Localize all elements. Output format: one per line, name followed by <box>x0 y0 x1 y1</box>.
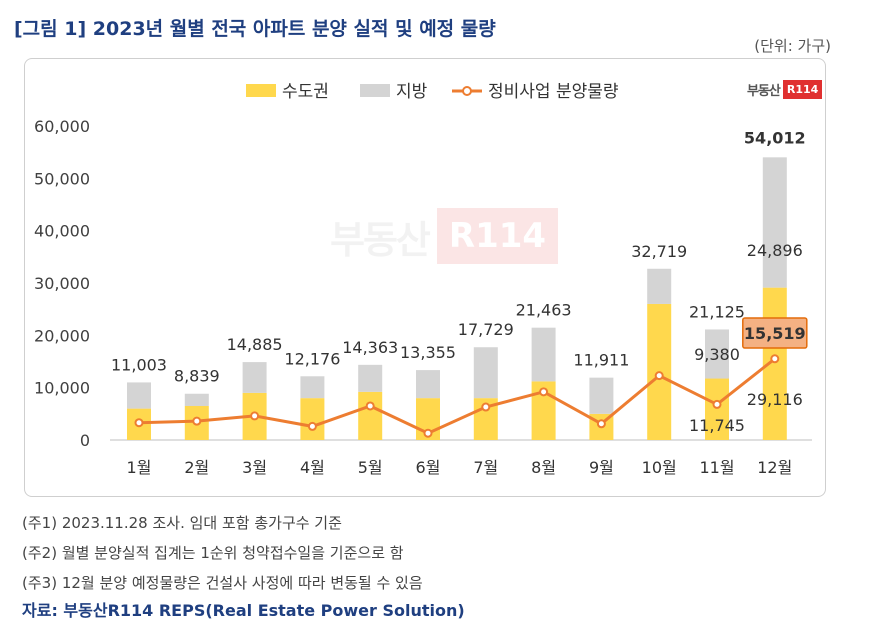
legend-label: 수도권 <box>282 82 329 102</box>
footnote-3: (주3) 12월 분양 예정물량은 건설사 사정에 따라 변동될 수 있음 <box>22 574 423 592</box>
source-note: 자료: 부동산R114 REPS(Real Estate Power Solut… <box>22 601 465 620</box>
bar-total-label: 12,176 <box>284 349 340 368</box>
line-point <box>307 421 317 431</box>
bar-local <box>647 268 672 304</box>
y-tick-label: 10,000 <box>34 379 90 398</box>
bar-total-label: 14,885 <box>227 335 283 354</box>
x-tick-label: 11월 <box>699 458 734 477</box>
bar-capital <box>705 378 729 440</box>
bar-total-label: 54,012 <box>744 128 806 147</box>
bar-total-label: 21,125 <box>689 302 745 321</box>
bar-local <box>531 327 556 382</box>
bar-total-label: 21,463 <box>516 301 572 320</box>
x-tick-label: 5월 <box>358 458 383 477</box>
bar-total-label: 32,719 <box>631 242 687 261</box>
x-tick-label: 2월 <box>184 458 209 477</box>
bar-local <box>358 364 383 392</box>
bar-total-label: 14,363 <box>342 338 398 357</box>
x-tick-label: 1월 <box>127 458 152 477</box>
line-point <box>712 399 722 409</box>
footnote-1: (주1) 2023.11.28 조사. 임대 포함 총가구수 기준 <box>22 514 342 532</box>
bar-capital <box>358 391 383 440</box>
line-point <box>770 354 780 364</box>
bar-total-label: 11,003 <box>111 355 167 374</box>
line-point <box>250 411 260 421</box>
watermark-logo-text: 부동산 <box>330 217 431 262</box>
chart-title: [그림 1] 2023년 월별 전국 아파트 분양 실적 및 예정 물량 <box>14 18 496 40</box>
bar-capital <box>300 398 325 440</box>
highlight-callout-box <box>742 317 808 349</box>
x-tick-label: 9월 <box>589 458 614 477</box>
y-tick-label: 30,000 <box>34 274 90 293</box>
bar-total-label: 17,729 <box>458 320 514 339</box>
x-tick-label: 10월 <box>642 458 677 477</box>
brand-logo-text: 부동산 <box>747 84 781 99</box>
y-tick-label: 20,000 <box>34 326 90 345</box>
y-tick-label: 0 <box>80 431 90 450</box>
segment-label: 11,745 <box>689 416 745 435</box>
segment-label: 29,116 <box>747 390 803 409</box>
y-tick-label: 50,000 <box>34 169 90 188</box>
legend-marker <box>462 86 472 96</box>
y-tick-label: 40,000 <box>34 222 90 241</box>
bar-local <box>473 347 498 399</box>
bar-local <box>300 376 325 399</box>
bar-local <box>589 377 614 414</box>
line-series-path <box>138 357 776 435</box>
watermark-logo-box: R114 <box>436 208 559 264</box>
line-point <box>539 387 549 397</box>
x-tick-label: 4월 <box>300 458 325 477</box>
line-point <box>134 418 144 428</box>
x-tick-label: 7월 <box>473 458 498 477</box>
line-point <box>654 371 664 381</box>
y-tick-label: 60,000 <box>34 117 90 136</box>
footnotes: (주1) 2023.11.28 조사. 임대 포함 총가구수 기준 (주2) 월… <box>22 508 423 598</box>
bar-local <box>242 362 267 393</box>
segment-label: 24,896 <box>747 241 803 260</box>
bar-local <box>127 382 151 409</box>
watermark-logo: 부동산 R114 <box>330 208 559 264</box>
brand-logo: 부동산 R114 <box>747 80 823 99</box>
unit-label: (단위: 가구) <box>754 37 831 55</box>
bar-total-label: 13,355 <box>400 343 456 362</box>
brand-logo-box: R114 <box>782 80 823 99</box>
bar-local <box>705 329 729 379</box>
line-point <box>365 401 375 411</box>
footnote-2: (주2) 월별 분양실적 집계는 1순위 청약접수일을 기준으로 함 <box>22 544 404 562</box>
line-point <box>423 428 433 438</box>
bar-local <box>762 157 787 288</box>
line-point <box>192 416 202 426</box>
line-point <box>481 402 491 412</box>
line-point <box>596 419 606 429</box>
x-tick-label: 12월 <box>757 458 792 477</box>
legend-label: 지방 <box>396 82 428 102</box>
bar-local <box>416 370 440 399</box>
x-tick-label: 3월 <box>242 458 267 477</box>
legend-label: 정비사업 분양물량 <box>488 82 619 102</box>
bar-local <box>184 393 209 406</box>
segment-label: 9,380 <box>694 345 740 364</box>
legend-swatch <box>246 84 276 97</box>
x-tick-label: 6월 <box>416 458 441 477</box>
x-tick-label: 8월 <box>531 458 556 477</box>
bar-total-label: 11,911 <box>573 351 629 370</box>
bar-total-label: 8,839 <box>174 367 220 386</box>
legend-swatch <box>360 84 390 97</box>
highlight-callout-label: 15,519 <box>744 324 806 343</box>
